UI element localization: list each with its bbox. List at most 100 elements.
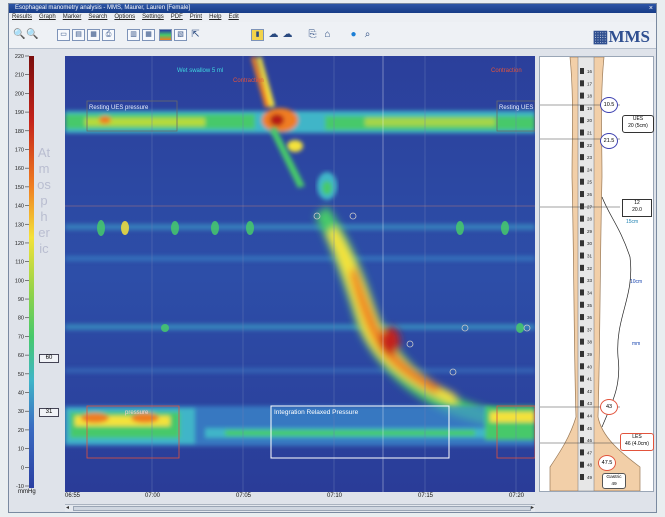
label-mm: mm [632, 341, 641, 347]
sensor-label: 24 [587, 167, 593, 172]
ues-top-value[interactable]: 10.5 [600, 97, 618, 113]
horizontal-scrollbar[interactable]: ◂ ▸ [65, 504, 535, 512]
marker-31[interactable]: 31 [39, 408, 59, 417]
resting-ues-box-left[interactable] [86, 100, 178, 132]
manometry-heatmap[interactable]: Resting UES pressure Resting UES Integra… [65, 56, 536, 492]
sensor-mark [580, 338, 584, 345]
menu-help[interactable]: Help [209, 14, 222, 20]
resting-ues-right-label: Resting UES [499, 105, 533, 111]
colorscale-icon[interactable] [159, 29, 172, 41]
time-axis: 06:55 07:00 07:05 07:10 07:15 07:20 [65, 492, 535, 504]
sensor-label: 45 [587, 426, 593, 431]
menu-print[interactable]: Print [189, 14, 203, 20]
menu-pdf[interactable]: PDF [170, 14, 183, 20]
gastric-box[interactable]: Gastric 49 [602, 473, 626, 489]
sensor-label: 20 [587, 118, 593, 123]
les-top-value[interactable]: 43 [600, 399, 618, 415]
time-tick-4: 07:15 [418, 493, 434, 499]
resting-ues-left-label: Resting UES pressure [89, 105, 149, 111]
sensor-mark [580, 289, 584, 296]
les-box-left[interactable] [86, 405, 180, 459]
ues-bottom-value[interactable]: 21.5 [600, 133, 618, 149]
pressure-tick-label: 180 [15, 129, 24, 135]
sensor-mark [580, 474, 584, 480]
pressure-tick-label: 150 [15, 185, 24, 191]
save-icon[interactable]: ⌂ [324, 29, 331, 40]
esophagus-shape [549, 56, 641, 492]
comment-icon[interactable]: ☁ [268, 29, 279, 40]
sensor-mark [580, 461, 584, 468]
sensor-mark [580, 141, 584, 148]
sensor-label: 49 [587, 475, 593, 480]
menu-search[interactable]: Search [88, 14, 108, 20]
scrollbar-thumb[interactable] [73, 506, 531, 511]
colorbar-gradient [29, 56, 34, 488]
sensor-label: 44 [587, 413, 593, 418]
pressure-tick-label: 120 [15, 241, 24, 247]
bookmark-icon[interactable]: ▮ [251, 29, 264, 41]
sensor-mark [580, 227, 584, 234]
print-icon[interactable]: ⎙ [102, 29, 115, 41]
pressure-tick-label: 130 [15, 222, 24, 228]
speech-icon[interactable]: ☁ [282, 29, 293, 40]
grid-icon[interactable]: ▦ [142, 29, 155, 41]
sensor-mark [580, 437, 584, 444]
sensor-label: 29 [587, 229, 593, 234]
close-icon[interactable]: × [648, 5, 653, 12]
menu-bar: Results Graph Marker Search Options Sett… [9, 13, 656, 22]
sensor-mark [580, 277, 584, 284]
sensor-label: 19 [587, 106, 593, 111]
pointer-icon[interactable]: ⇱ [191, 29, 200, 40]
pressure-tick-label: 160 [15, 166, 24, 172]
image-icon[interactable]: ▭ [57, 29, 70, 41]
photo-icon[interactable]: ▦ [87, 29, 100, 41]
sensor-label: 39 [587, 352, 593, 357]
sensor-mark [580, 203, 584, 210]
menu-options[interactable]: Options [114, 14, 136, 20]
layout-icon[interactable]: ▧ [174, 29, 187, 41]
ues-summary-box[interactable]: UES 20 (5cm) [622, 115, 654, 133]
info-icon[interactable]: ● [350, 29, 357, 40]
toolbar: 🔍 🔍 ▭ ▤ ▦ ⎙ ▥ ▦ ▧ ⇱ ▮ ☁ ☁ ⎘ ⌂ ● ⌕ ▦MMS [9, 22, 656, 49]
menu-edit[interactable]: Edit [228, 14, 239, 20]
marker-60[interactable]: 60 [39, 354, 59, 363]
les-summary-box[interactable]: LES 46 (4.0cm) [620, 433, 654, 451]
zoom-out-icon[interactable]: 🔍 [26, 29, 39, 40]
sensor-mark [580, 104, 584, 111]
sensor-panel: 16 17 18 19 20 21 22 23 24 25 26 27 28 29 30 31 32 33 34 35… [539, 56, 654, 492]
irp-box[interactable] [270, 405, 450, 459]
sensor-label: 48 [587, 463, 593, 468]
table-icon[interactable]: ▤ [72, 29, 85, 41]
menu-settings[interactable]: Settings [142, 14, 164, 20]
sensor-mark [580, 387, 584, 394]
scroll-left-icon[interactable]: ◂ [66, 505, 70, 511]
zoom-in-icon[interactable]: 🔍 [13, 29, 26, 40]
export-icon[interactable]: ⎘ [308, 29, 317, 40]
search-icon[interactable]: ⌕ [364, 29, 371, 40]
sensor-label: 26 [587, 192, 593, 197]
sensor-label: 43 [587, 401, 593, 406]
irp-label: Integration Relaxed Pressure [274, 409, 359, 416]
pressure-tick-label: 80 [18, 316, 24, 322]
sensor-label: 36 [587, 315, 593, 320]
menu-graph[interactable]: Graph [39, 14, 56, 20]
sensor-mark [580, 154, 584, 161]
sensor-mark [580, 375, 584, 382]
sensor-label: 30 [587, 241, 593, 246]
scroll-right-icon[interactable]: ▸ [530, 505, 534, 511]
sensor-mark [580, 92, 584, 99]
menu-results[interactable]: Results [12, 14, 33, 20]
sensor-mark [580, 215, 584, 222]
les-bottom-value[interactable]: 47.5 [598, 455, 616, 471]
sensor-mark [580, 166, 584, 173]
atmospheric-label: Atmospheric [37, 145, 51, 256]
wet-swallow-label: Wet swallow 5 ml [177, 68, 223, 74]
mms-logo: ▦MMS [592, 27, 650, 46]
sensor-label: 42 [587, 389, 593, 394]
pressure-tick-label: 60 [18, 353, 24, 359]
time-tick-3: 07:10 [327, 493, 343, 499]
mid-value-box[interactable]: 12 20.0 [622, 199, 652, 217]
bar-chart-icon[interactable]: ▥ [127, 29, 140, 41]
pressure-tick-label: 110 [15, 260, 24, 266]
menu-marker[interactable]: Marker [62, 14, 82, 20]
